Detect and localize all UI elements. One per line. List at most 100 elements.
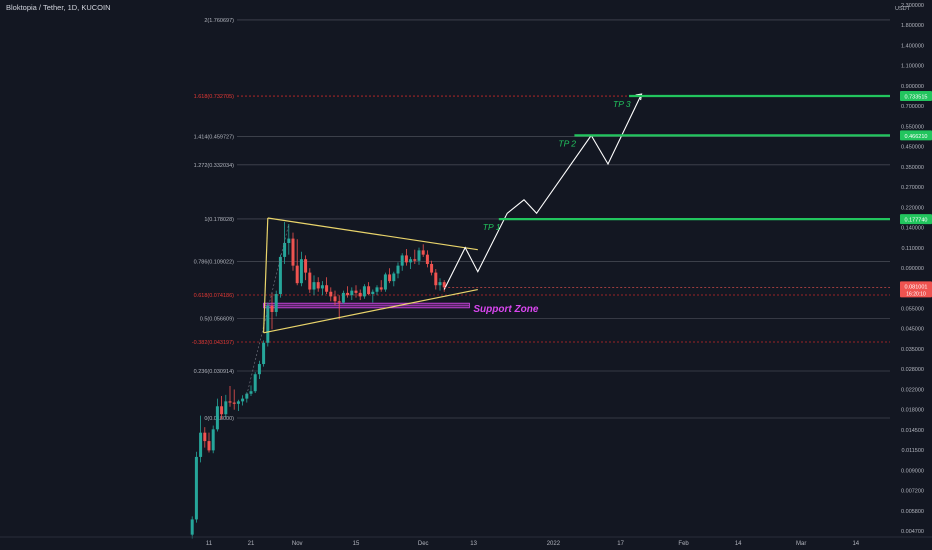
target-label: TP 3: [613, 99, 631, 109]
x-tick-label: 14: [852, 541, 859, 547]
candle-body: [396, 265, 400, 274]
candle-body: [304, 259, 308, 273]
y-tick-label: 0.035000: [901, 347, 924, 353]
candle-body: [228, 401, 232, 403]
candle-body: [337, 301, 341, 303]
y-tick-label: 0.045000: [901, 327, 924, 333]
fib-level-label: 0.236(0.030914): [194, 369, 235, 375]
x-tick-label: 15: [353, 541, 360, 547]
y-tick-label: 0.900000: [901, 84, 924, 90]
x-tick-label: Dec: [418, 541, 429, 547]
y-tick-label: 0.350000: [901, 165, 924, 171]
y-tick-label: 0.009000: [901, 468, 924, 474]
y-tick-label: 0.007200: [901, 489, 924, 495]
candle-body: [375, 287, 379, 292]
candle-body: [430, 263, 434, 273]
fib-level-label: 2(1.760697): [204, 18, 234, 24]
candle-body: [346, 292, 350, 296]
x-tick-label: Feb: [678, 541, 689, 547]
candle-body: [295, 265, 299, 284]
y-tick-label: 0.014500: [901, 428, 924, 434]
candle-body: [362, 286, 366, 297]
x-tick-label: 11: [206, 541, 213, 547]
y-tick-label: 0.700000: [901, 104, 924, 110]
y-tick-label: 1.800000: [901, 23, 924, 29]
candle-body: [257, 364, 261, 375]
y-tick-label: 0.018000: [901, 408, 924, 414]
current-price-label: 0.081001: [905, 284, 928, 290]
fib-level-label: 0.786(0.109022): [194, 260, 235, 266]
target-price-label: 0.466210: [905, 134, 928, 140]
candle-body: [266, 305, 270, 343]
fib-level-label: 0.618(0.074186): [194, 293, 235, 299]
candle-body: [392, 273, 396, 282]
candle-body: [249, 391, 253, 394]
candle-body: [312, 282, 316, 290]
candle-body: [274, 294, 278, 312]
y-tick-label: 0.011500: [901, 448, 924, 454]
candle-body: [341, 292, 345, 303]
candle-body: [203, 432, 207, 442]
candle-body: [287, 238, 291, 243]
x-tick-label: 2022: [547, 541, 561, 547]
candle-body: [329, 291, 333, 297]
candle-body: [224, 401, 228, 415]
take-profit-targets: TP 1 0.177740 TP 2 0.466210 TP 3 0.733515: [483, 90, 932, 232]
candle-body: [270, 305, 274, 312]
triangle-upper-line: [267, 217, 478, 251]
candle-body: [220, 406, 224, 415]
fib-level-label: 1.618(0.732705): [194, 94, 235, 100]
candlestick-series: [190, 221, 446, 539]
x-tick-label: Mar: [796, 541, 806, 547]
candle-body: [207, 441, 211, 451]
y-tick-label: 0.220000: [901, 205, 924, 211]
candle-body: [354, 290, 358, 293]
support-zone-label: Support Zone: [473, 304, 538, 315]
y-tick-label: 0.005800: [901, 509, 924, 515]
fib-level-label: -0.382(0.043197): [192, 340, 234, 346]
support-zone: Support Zone: [263, 302, 539, 315]
y-tick-label: 0.550000: [901, 124, 924, 130]
target-label: TP 2: [558, 138, 576, 148]
rally-trend-line: [246, 223, 290, 395]
candle-body: [325, 285, 329, 292]
projection-line: [443, 93, 643, 290]
candle-body: [291, 238, 295, 266]
candle-body: [253, 374, 257, 392]
candle-body: [425, 254, 429, 264]
y-tick-label: 0.022000: [901, 387, 924, 393]
candle-body: [379, 287, 383, 290]
y-tick-label: 0.450000: [901, 145, 924, 151]
triangle-lower-line: [263, 288, 478, 334]
target-price-label: 0.733515: [905, 94, 928, 100]
triangle-side-line: [263, 217, 269, 333]
current-price-tag: [900, 281, 932, 298]
candle-body: [241, 398, 245, 402]
fib-level-label: 0(0.018000): [204, 416, 234, 422]
fib-level-label: 1.272(0.332034): [194, 163, 235, 169]
candle-body: [308, 272, 312, 290]
candle-body: [371, 291, 375, 295]
candle-body: [333, 296, 337, 302]
x-tick-label: 21: [248, 541, 255, 547]
fib-level-label: 1(0.178028): [204, 217, 234, 223]
candle-body: [278, 256, 282, 295]
candle-body: [367, 286, 371, 295]
y-tick-label: 0.055000: [901, 306, 924, 312]
countdown-label: 16:20:10: [906, 291, 926, 297]
candle-body: [283, 242, 287, 257]
candle-body: [232, 402, 236, 404]
x-tick-label: Nov: [292, 541, 303, 547]
target-price-tag: [900, 130, 932, 141]
y-tick-label: 0.004700: [901, 529, 924, 535]
target-price-label: 0.177740: [905, 218, 928, 224]
candle-body: [438, 282, 442, 286]
y-tick-label: 1.400000: [901, 43, 924, 49]
x-tick-label: 13: [470, 541, 477, 547]
candle-body: [194, 456, 198, 520]
triangle-pattern: [246, 217, 478, 395]
candle-body: [320, 285, 324, 289]
candle-body: [190, 519, 194, 535]
candle-body: [299, 259, 303, 284]
